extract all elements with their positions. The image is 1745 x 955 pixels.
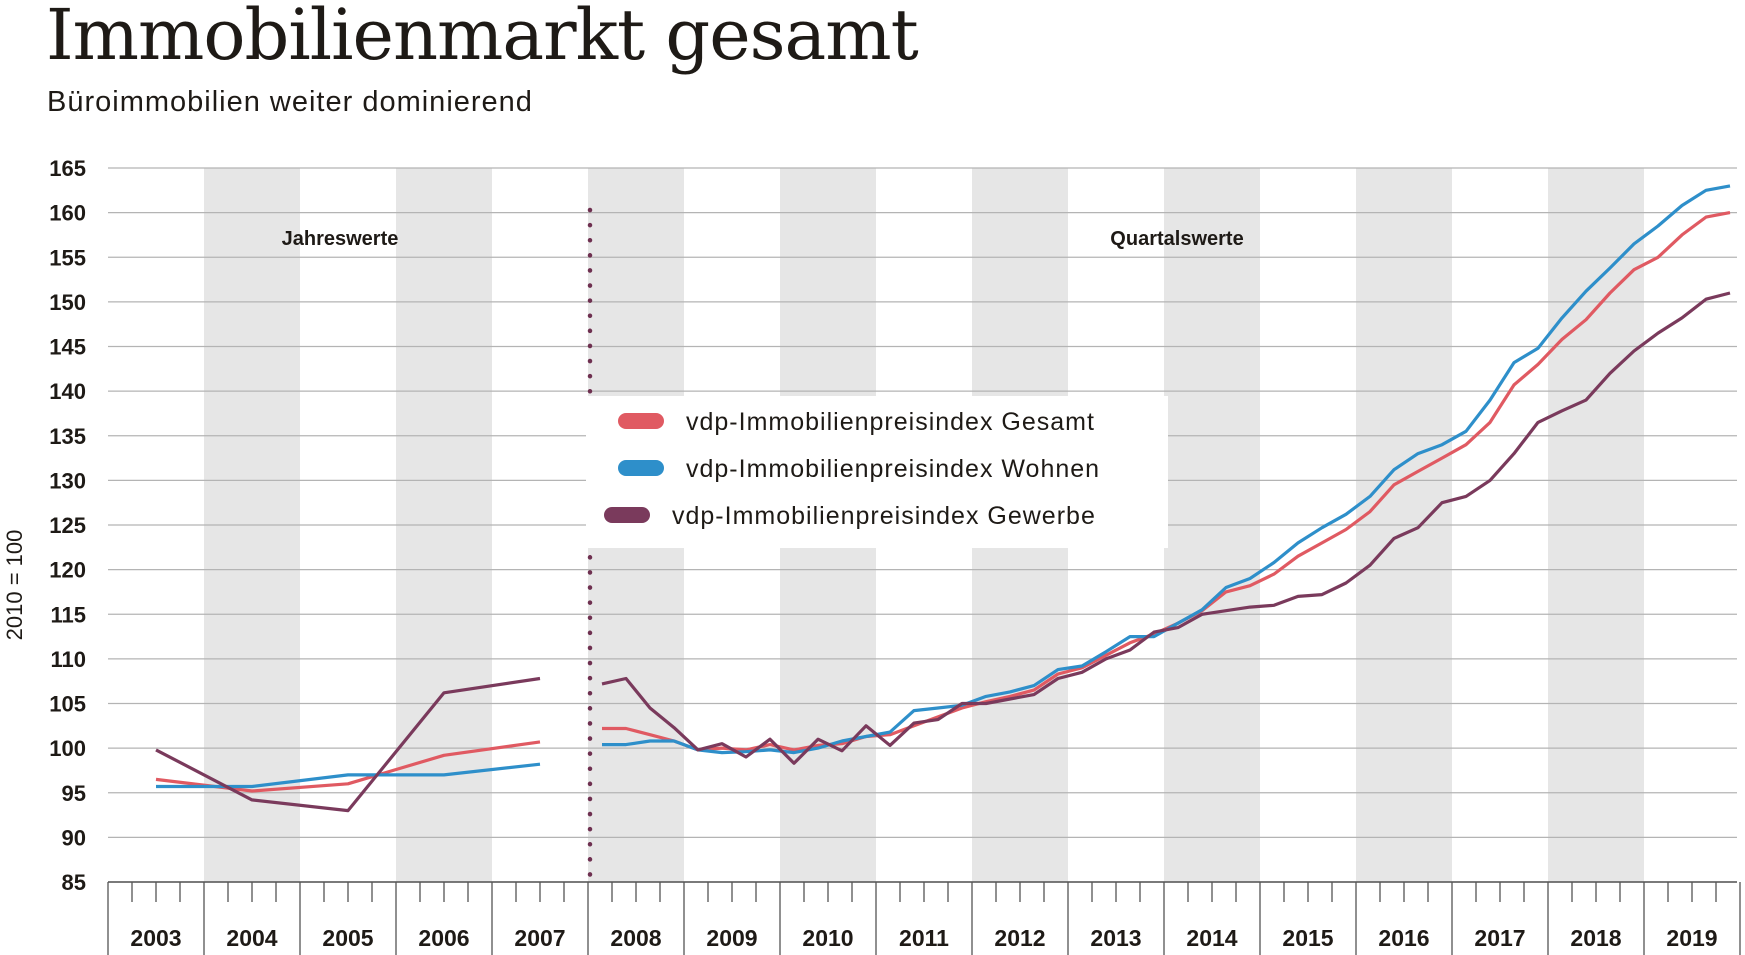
x-tick-label: 2019	[1666, 925, 1717, 951]
legend-box	[586, 396, 1168, 548]
y-tick-label: 110	[51, 647, 87, 672]
x-tick-label: 2012	[994, 925, 1045, 951]
y-tick-label: 145	[49, 335, 86, 360]
y-axis: 165 160 155 150 145 140 135 130 125 120 115 110 105 1…	[2, 156, 86, 895]
x-tick-label: 2003	[130, 925, 181, 951]
line-annual-wohnen	[156, 762, 541, 789]
y-tick-label: 100	[49, 736, 86, 761]
line-annual-gewerbe	[155, 676, 541, 813]
x-tick-label: 2017	[1474, 925, 1525, 951]
x-tick-label: 2015	[1282, 925, 1333, 951]
y-tick-label: 85	[62, 870, 86, 895]
section-label-quarterly: Quartalswerte	[1110, 228, 1243, 250]
chart-subtitle: Büroimmobilien weiter dominierend	[47, 86, 533, 118]
y-tick-label: 155	[49, 245, 86, 270]
x-tick-label: 2006	[418, 925, 469, 951]
y-tick-label: 150	[49, 290, 86, 315]
x-tick-label: 2007	[514, 925, 565, 951]
series-lines	[155, 184, 1731, 813]
legend-label-gewerbe: vdp-Immobilienpreisindex Gewerbe	[672, 502, 1096, 530]
x-tick-label: 2009	[706, 925, 757, 951]
y-tick-label: 125	[49, 513, 86, 538]
x-axis: 2003 2004 2005 2006 2007 2008 2009 2010 2011 2012…	[107, 881, 1741, 955]
section-label-annual: Jahreswerte	[282, 228, 399, 250]
x-tick-label: 2008	[610, 925, 661, 951]
y-tick-label: 115	[51, 602, 87, 627]
x-tick-label: 2005	[322, 925, 373, 951]
y-tick-label: 105	[49, 692, 86, 717]
y-tick-label: 160	[49, 201, 86, 226]
legend-label-wohnen: vdp-Immobilienpreisindex Wohnen	[686, 455, 1100, 483]
chart-title: Immobilienmarkt gesamt	[46, 0, 919, 76]
y-tick-label: 130	[49, 468, 86, 493]
x-tick-label: 2013	[1090, 925, 1141, 951]
y-axis-label: 2010 = 100	[2, 530, 27, 641]
y-tick-label: 140	[49, 379, 86, 404]
y-tick-label: 120	[49, 558, 86, 583]
legend: vdp-Immobilienpreisindex Gesamt vdp-Immob…	[586, 396, 1168, 548]
x-tick-label: 2018	[1570, 925, 1621, 951]
x-tick-label: 2016	[1378, 925, 1429, 951]
y-tick-label: 135	[49, 424, 86, 449]
x-tick-label: 2010	[802, 925, 853, 951]
section-labels: Jahreswerte Quartalswerte	[282, 228, 1244, 250]
y-tick-label: 95	[62, 781, 86, 806]
legend-label-gesamt: vdp-Immobilienpreisindex Gesamt	[686, 408, 1095, 436]
x-tick-label: 2004	[226, 925, 277, 951]
y-tick-label: 165	[49, 156, 86, 181]
line-quarterly-gewerbe	[601, 291, 1731, 765]
x-tick-label: 2014	[1186, 925, 1237, 951]
y-tick-label: 90	[62, 825, 86, 850]
x-tick-label: 2011	[899, 925, 949, 951]
